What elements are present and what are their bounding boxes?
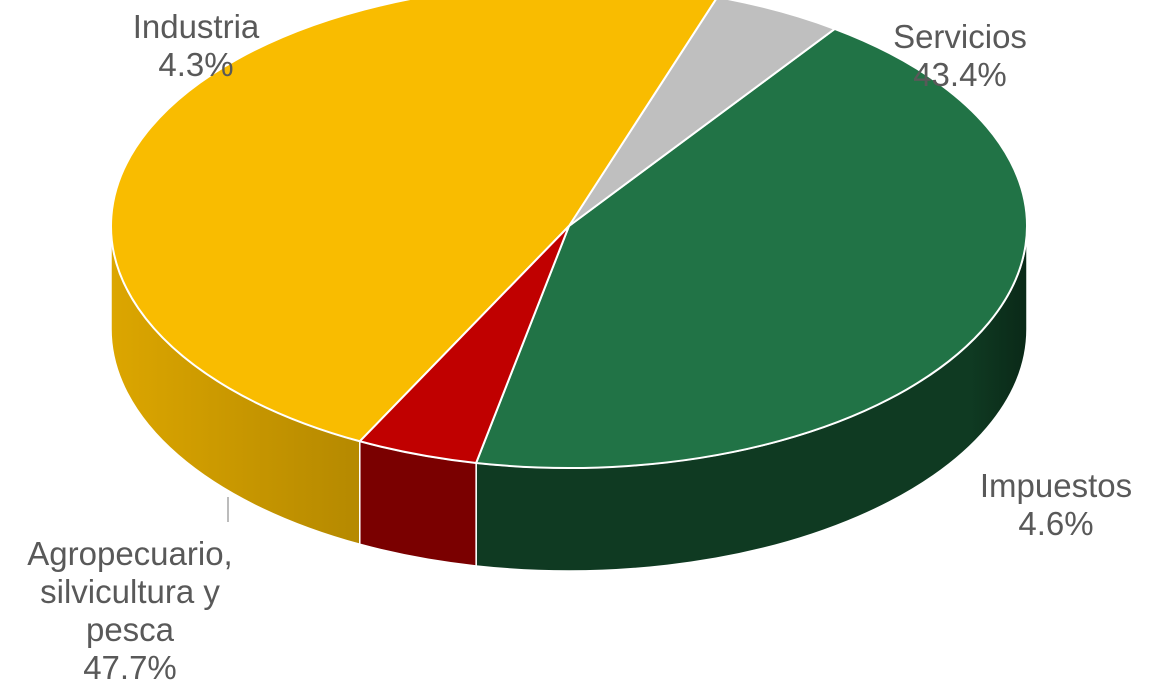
value-label-industria: 4.3% xyxy=(158,46,233,83)
name-label-agropecuario-silvicultura-y-pesca: pesca xyxy=(86,611,175,648)
pie-slice-impuestos xyxy=(568,0,836,227)
label-servicios: Servicios 43.4% xyxy=(893,18,1027,93)
label-impuestos: Impuestos 4.6% xyxy=(980,467,1132,542)
pie-slice-agropecuario-silvicultura-y-pesca xyxy=(110,0,717,443)
pie-slice-industria xyxy=(358,225,570,464)
name-label-impuestos: Impuestos xyxy=(980,467,1132,504)
value-label-servicios: 43.4% xyxy=(913,56,1007,93)
pie-slice-servicios xyxy=(475,27,1028,469)
label-industria: Industria 4.3% xyxy=(133,8,260,83)
name-label-agropecuario-silvicultura-y-pesca: Agropecuario, xyxy=(27,535,232,572)
name-label-agropecuario-silvicultura-y-pesca: silvicultura y xyxy=(40,573,220,610)
name-label-industria: Industria xyxy=(133,8,260,45)
label-agropecuario-silvicultura-y-pesca: Agropecuario, silvicultura y pesca 47.7% xyxy=(27,535,232,686)
name-label-servicios: Servicios xyxy=(893,18,1027,55)
value-label-impuestos: 4.6% xyxy=(1018,505,1093,542)
value-label-agropecuario-silvicultura-y-pesca: 47.7% xyxy=(83,649,177,686)
